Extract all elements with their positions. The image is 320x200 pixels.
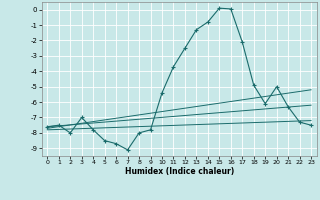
X-axis label: Humidex (Indice chaleur): Humidex (Indice chaleur) xyxy=(124,167,234,176)
